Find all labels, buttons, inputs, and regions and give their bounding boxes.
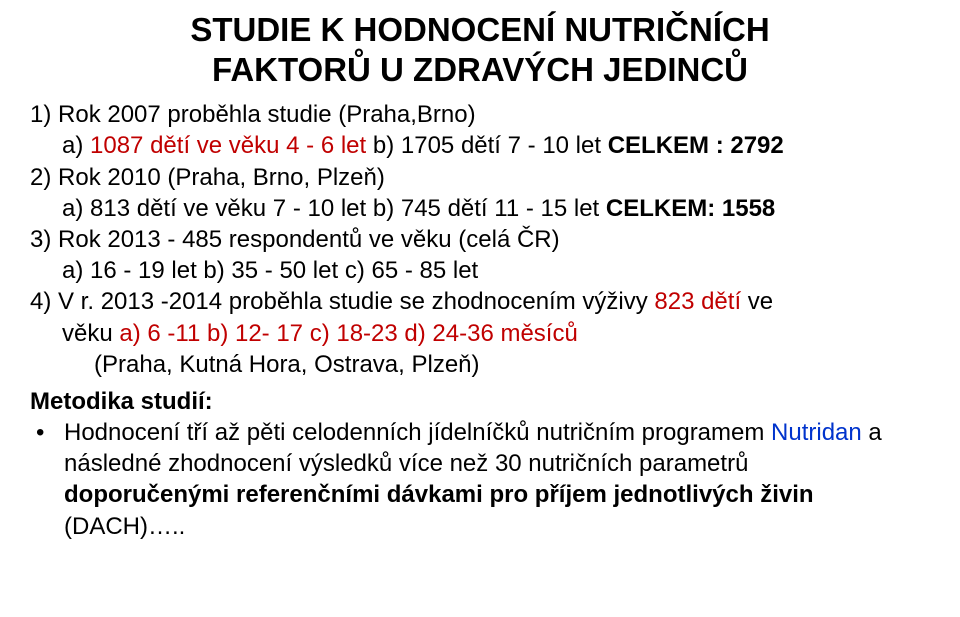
- title-line2: FAKTORŮ U ZDRAVÝCH JEDINCŮ: [212, 51, 748, 88]
- item1-a-red: 1087 dětí ve věku 4 - 6 let: [90, 132, 366, 159]
- method-line3: doporučenými referenčními dávkami pro př…: [64, 481, 814, 508]
- item4-head-prefix: 4) V r. 2013 -2014 proběhla studie se zh…: [30, 288, 654, 315]
- slide-title: STUDIE K HODNOCENÍ NUTRIČNÍCH FAKTORŮ U …: [30, 10, 930, 89]
- item2-total: CELKEM: 1558: [606, 195, 775, 222]
- item2-detail: a) 813 dětí ve věku 7 - 10 let b) 745 dě…: [30, 193, 930, 224]
- item1-head: 1) Rok 2007 proběhla studie (Praha,Brno): [30, 99, 930, 130]
- item2-a: a) 813 dětí ve věku 7 - 10 let b) 745 dě…: [62, 195, 606, 222]
- item4-line2-prefix: věku: [62, 320, 119, 347]
- item4-head-suffix: ve: [741, 288, 773, 315]
- method-bullet: • Hodnocení tří až pěti celodenních jíde…: [30, 417, 930, 542]
- item4-head-red: 823 dětí: [654, 288, 741, 315]
- method-text: Hodnocení tří až pěti celodenních jídeln…: [64, 417, 930, 542]
- item1-detail: a) 1087 dětí ve věku 4 - 6 let b) 1705 d…: [30, 130, 930, 161]
- method-label: Metodika studií:: [30, 386, 930, 417]
- bullet-icon: •: [30, 417, 64, 542]
- item4-line2: věku a) 6 -11 b) 12- 17 c) 18-23 d) 24-3…: [30, 318, 930, 349]
- title-line1: STUDIE K HODNOCENÍ NUTRIČNÍCH: [190, 11, 769, 48]
- item3-detail: a) 16 - 19 let b) 35 - 50 let c) 65 - 85…: [30, 255, 930, 286]
- method-line1-blue: Nutridan: [771, 419, 862, 446]
- item4-line2-red: a) 6 -11 b) 12- 17 c) 18-23 d) 24-36 měs…: [119, 320, 577, 347]
- method-line4: (DACH)…..: [64, 513, 185, 540]
- item1-a-prefix: a): [62, 132, 90, 159]
- item1-a-mid: b) 1705 dětí 7 - 10 let: [366, 132, 608, 159]
- item1-total: CELKEM : 2792: [608, 132, 784, 159]
- slide-container: STUDIE K HODNOCENÍ NUTRIČNÍCH FAKTORŮ U …: [0, 0, 960, 562]
- item4-head: 4) V r. 2013 -2014 proběhla studie se zh…: [30, 286, 930, 317]
- item2-head: 2) Rok 2010 (Praha, Brno, Plzeň): [30, 162, 930, 193]
- item4-line3: (Praha, Kutná Hora, Ostrava, Plzeň): [30, 349, 930, 380]
- method-line1-black: Hodnocení tří až pěti celodenních jídeln…: [64, 419, 771, 446]
- item3-head: 3) Rok 2013 - 485 respondentů ve věku (c…: [30, 224, 930, 255]
